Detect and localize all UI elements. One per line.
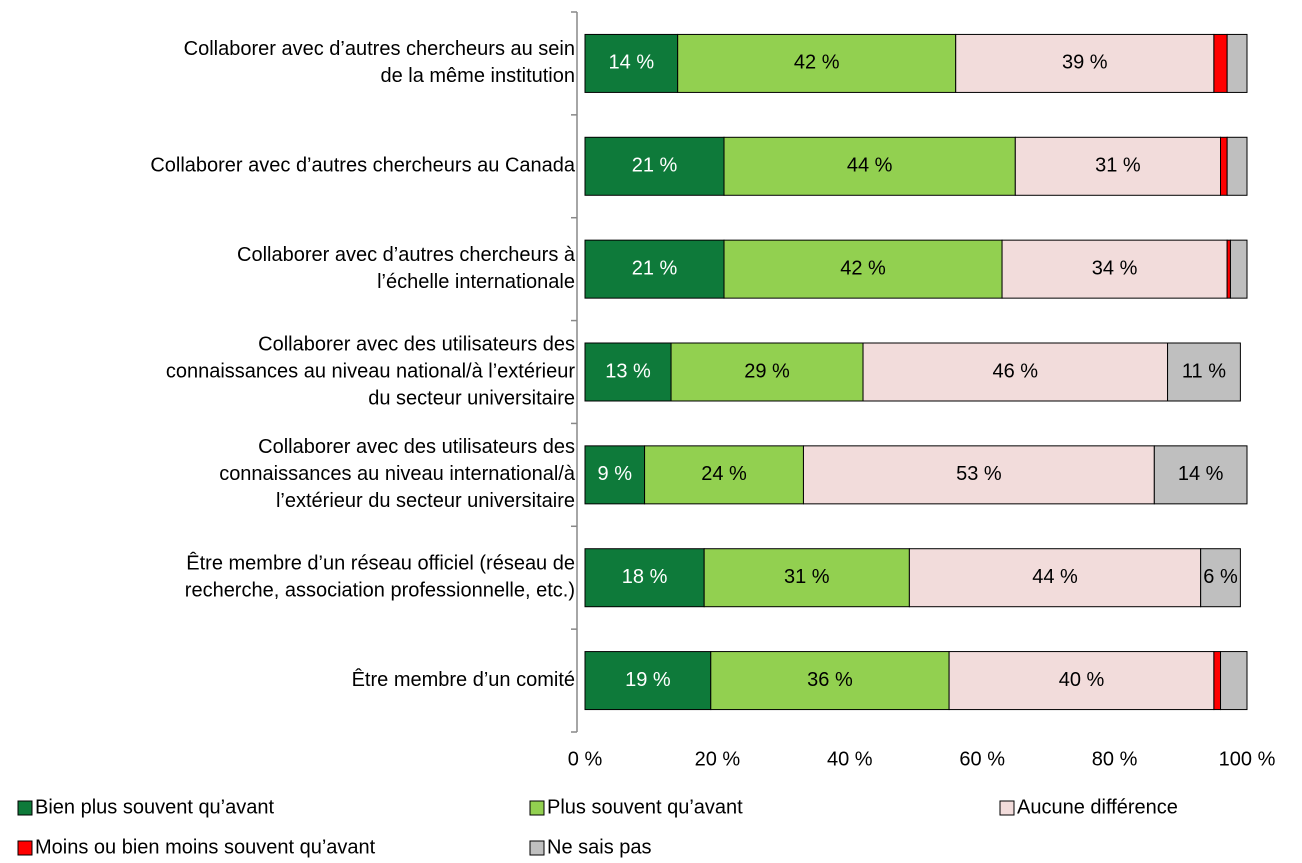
value-label: 44 % <box>847 155 893 177</box>
value-label: 14 % <box>1178 463 1224 485</box>
bar-segment <box>908 548 1202 608</box>
bar-segment <box>1014 136 1222 196</box>
bar-segment <box>584 651 712 711</box>
bar-segment <box>703 548 910 608</box>
legend-swatch <box>17 800 33 816</box>
category-label: de la même institution <box>380 65 575 87</box>
bar-segment <box>677 33 957 93</box>
x-tick-label: 80 % <box>1092 748 1138 770</box>
value-label: 19 % <box>625 669 671 691</box>
legend-swatch <box>529 840 545 856</box>
bar-segment <box>862 342 1169 402</box>
value-label: 14 % <box>609 52 655 74</box>
x-tick-label: 40 % <box>827 748 873 770</box>
value-label: 42 % <box>840 257 886 279</box>
bar-segment <box>955 33 1215 93</box>
value-label: 42 % <box>794 52 840 74</box>
x-tick-label: 0 % <box>568 748 603 770</box>
value-label: 31 % <box>1095 155 1141 177</box>
category-label: Être membre d’un comité <box>352 668 575 691</box>
legend-label: Moins ou bien moins souvent qu’avant <box>35 836 376 858</box>
bar-segment <box>584 136 725 196</box>
value-label: 13 % <box>605 360 651 382</box>
value-label: 11 % <box>1182 360 1226 382</box>
bar-segment <box>1167 342 1241 402</box>
category-label: Collaborer avec des utilisateurs des <box>258 333 575 355</box>
value-label: 40 % <box>1059 669 1105 691</box>
legend-swatch <box>17 840 33 856</box>
bar-segment <box>670 342 864 402</box>
bar-segment <box>1213 33 1228 93</box>
category-label: du secteur universitaire <box>368 387 575 409</box>
legend-swatch <box>999 800 1015 816</box>
legend-label: Plus souvent qu’avant <box>547 796 743 818</box>
bar-segment <box>1229 239 1248 299</box>
category-label: Collaborer avec d’autres chercheurs au C… <box>150 155 576 177</box>
value-label: 34 % <box>1092 257 1138 279</box>
category-label: Collaborer avec des utilisateurs des <box>258 436 575 458</box>
value-label: 31 % <box>784 566 830 588</box>
bar-segment <box>1213 651 1222 711</box>
value-label: 21 % <box>632 257 678 279</box>
value-label: 24 % <box>701 463 747 485</box>
bar-segment <box>802 445 1155 505</box>
bar-segment <box>1200 548 1241 608</box>
value-label: 21 % <box>632 155 678 177</box>
value-label: 6 % <box>1203 566 1238 588</box>
category-label: connaissances au niveau national/à l’ext… <box>166 360 575 382</box>
bar-segment <box>584 548 705 608</box>
x-tick-label: 20 % <box>695 748 741 770</box>
value-label: 46 % <box>993 360 1039 382</box>
category-label: Être membre d’un réseau officiel (réseau… <box>186 551 575 574</box>
legend-swatch <box>529 800 545 816</box>
bar-segment <box>948 651 1215 711</box>
value-label: 18 % <box>622 566 668 588</box>
bar-segment <box>584 342 672 402</box>
value-label: 36 % <box>807 669 853 691</box>
bar-segment <box>1001 239 1228 299</box>
legend-label: Aucune différence <box>1017 796 1178 818</box>
value-label: 53 % <box>956 463 1002 485</box>
value-label: 29 % <box>744 360 790 382</box>
category-label: recherche, association professionnelle, … <box>185 579 575 601</box>
bar-segment <box>584 239 725 299</box>
bar-segment <box>644 445 804 505</box>
value-label: 9 % <box>598 463 633 485</box>
bar-segment <box>1220 136 1228 196</box>
legend-label: Bien plus souvent qu’avant <box>35 796 274 818</box>
category-label: Collaborer avec d’autres chercheurs à <box>237 244 576 266</box>
x-tick-label: 100 % <box>1219 748 1276 770</box>
bar-segment <box>1226 33 1248 93</box>
category-label: Collaborer avec d’autres chercheurs au s… <box>184 38 575 60</box>
bar-segment <box>1153 445 1248 505</box>
category-label: l’échelle internationale <box>377 271 575 293</box>
category-label: l’extérieur du secteur universitaire <box>276 490 575 512</box>
bar-segment <box>723 239 1003 299</box>
bar-segment <box>723 136 1016 196</box>
value-label: 39 % <box>1062 52 1108 74</box>
bar-segment <box>584 445 646 505</box>
value-label: 44 % <box>1032 566 1078 588</box>
bar-segment <box>1226 136 1248 196</box>
bar-segment <box>1220 651 1248 711</box>
category-label: connaissances au niveau international/à <box>219 463 576 485</box>
legend-label: Ne sais pas <box>547 836 652 858</box>
x-tick-label: 60 % <box>959 748 1005 770</box>
